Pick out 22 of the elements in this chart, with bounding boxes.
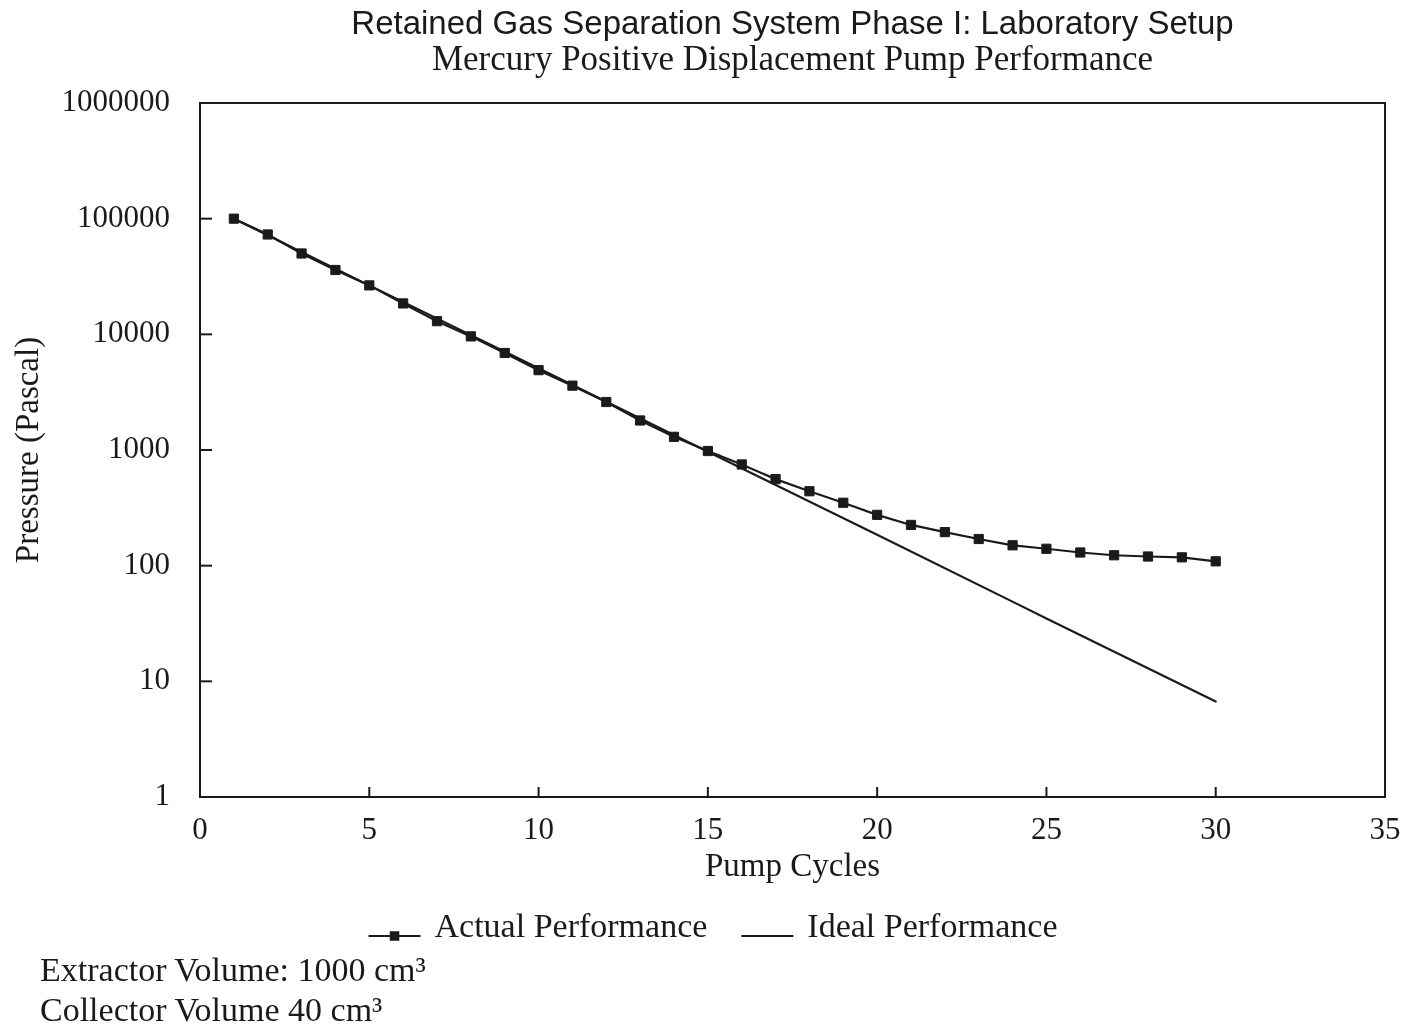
x-axis-title: Pump Cycles <box>704 846 881 883</box>
x-tick-label: 20 <box>861 810 893 846</box>
y-axis-title: Pressure (Pascal) <box>9 336 47 564</box>
y-tick-label: 1000 <box>108 430 170 466</box>
y-tick-label: 10000 <box>92 314 170 350</box>
x-tick-label: 0 <box>192 810 208 846</box>
y-tick-label: 1 <box>154 777 170 813</box>
y-tick-label: 10 <box>139 661 170 697</box>
x-tick-label: 15 <box>692 810 724 846</box>
x-tick-label: 25 <box>1030 810 1062 846</box>
y-tick-label: 100000 <box>77 198 170 234</box>
text: Collector Volume 40 cm³ <box>40 990 383 1028</box>
x-tick-label: 10 <box>523 810 555 846</box>
y-tick-label: 100 <box>123 545 170 581</box>
legend-label: Actual Performance <box>434 906 708 944</box>
text: Extractor Volume: 1000 cm³ <box>40 950 426 988</box>
x-tick-label: 30 <box>1200 810 1232 846</box>
chart-title: Retained Gas Separation System Phase I: Laboratory Setup <box>351 4 1234 42</box>
y-tick-label: 1000000 <box>61 83 170 119</box>
x-tick-label: 5 <box>361 810 378 846</box>
legend-label: Ideal Performance <box>807 906 1058 944</box>
x-tick-label: 35 <box>1369 810 1401 846</box>
